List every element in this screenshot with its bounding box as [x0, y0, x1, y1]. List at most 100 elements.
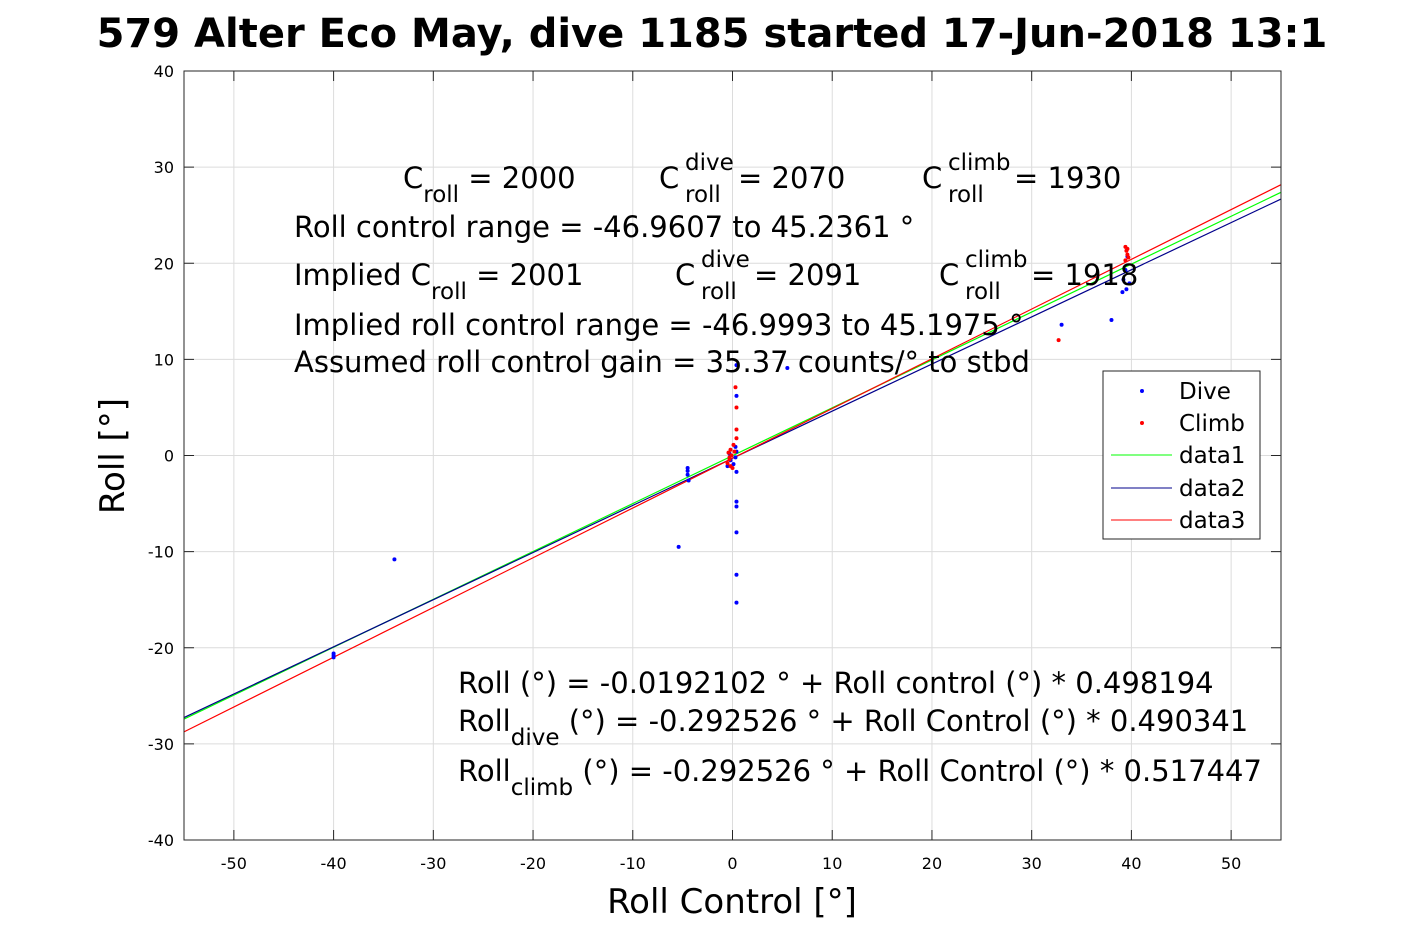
point-dive — [331, 653, 336, 658]
y-tick-label: 0 — [164, 447, 174, 466]
point-dive — [685, 465, 690, 470]
point-dive — [1127, 281, 1132, 286]
y-tick-label: -10 — [148, 543, 174, 562]
point-climb — [1126, 255, 1131, 260]
point-dive — [734, 572, 739, 577]
y-tick-label: -30 — [148, 735, 174, 754]
annotation-implied-range: Implied roll control range = -46.9993 to… — [294, 308, 1024, 342]
c-roll-climb-superscript: climb — [948, 150, 1010, 176]
y-tick-label: 10 — [154, 350, 174, 369]
point-dive — [731, 462, 736, 467]
implied-c-roll-climb-symbol: C — [939, 258, 959, 292]
point-dive — [1109, 317, 1114, 322]
point-climb — [725, 461, 730, 466]
point-climb — [1056, 338, 1061, 343]
c-roll-climb-value: = 1930 — [1014, 161, 1121, 195]
annotation-roll-control-range: Roll control range = -46.9607 to 45.2361… — [294, 210, 914, 244]
x-tick-label: 30 — [1022, 854, 1042, 873]
c-roll-dive-symbol: C — [659, 161, 679, 195]
point-dive — [734, 600, 739, 605]
c-roll-value: = 2000 — [459, 161, 576, 195]
point-climb — [733, 385, 738, 390]
point-dive — [685, 472, 690, 477]
point-dive — [676, 544, 681, 549]
point-climb — [726, 450, 731, 455]
point-climb — [732, 449, 737, 454]
fit-climb-symbol: Roll — [458, 754, 511, 788]
x-tick-label: -50 — [221, 854, 247, 873]
implied-c-roll-climb-superscript: climb — [965, 247, 1027, 273]
svg-text:Implied Croll = 2001: Implied Croll = 2001 — [294, 258, 583, 305]
c-roll-dive-superscript: dive — [685, 150, 734, 176]
y-tick-label: -20 — [148, 639, 174, 658]
implied-c-roll-dive-superscript: dive — [701, 247, 750, 273]
implied-c-roll-climb-value: = 1918 — [1031, 258, 1138, 292]
x-tick-label: -10 — [620, 854, 646, 873]
point-dive — [734, 469, 739, 474]
annotation-fit-climb: Rollclimb (°) = -0.292526 ° + Roll Contr… — [458, 754, 1262, 801]
legend-climb-label: Climb — [1179, 411, 1245, 437]
point-climb — [734, 405, 739, 410]
x-tick-label: -30 — [420, 854, 446, 873]
y-axis-label: Roll [°] — [93, 398, 133, 514]
point-dive — [734, 504, 739, 509]
legend-data3-label: data3 — [1179, 508, 1245, 534]
legend-data2-label: data2 — [1179, 476, 1245, 502]
legend-data1-label: data1 — [1179, 443, 1245, 469]
fit-climb-equation: (°) = -0.292526 ° + Roll Control (°) * 0… — [573, 754, 1262, 788]
point-dive — [725, 464, 730, 469]
fit-dive-symbol: Roll — [458, 704, 511, 738]
legend: Dive Climb data1 data2 data3 — [1102, 370, 1261, 540]
point-climb — [727, 455, 732, 460]
point-climb — [734, 436, 739, 441]
y-tick-label: 40 — [154, 62, 174, 81]
y-tick-label: 20 — [154, 254, 174, 273]
annotation-fit-all: Roll (°) = -0.0192102 ° + Roll control (… — [458, 666, 1214, 700]
point-dive — [392, 557, 397, 562]
point-dive — [734, 363, 739, 368]
point-dive — [1124, 287, 1129, 292]
point-dive — [1059, 322, 1064, 327]
c-roll-dive-value: = 2070 — [738, 161, 845, 195]
implied-c-roll-symbol: Implied C — [294, 258, 431, 292]
y-tick-label: -40 — [148, 831, 174, 850]
x-tick-label: 40 — [1121, 854, 1141, 873]
annotation-control-gain: Assumed roll control gain = 35.37 counts… — [294, 345, 1030, 379]
point-climb — [734, 427, 739, 432]
chart-title: 579 Alter Eco May, dive 1185 started 17-… — [97, 11, 1328, 57]
c-roll-dive-subscript: roll — [685, 182, 721, 208]
y-tick-labels: -40 -30 -20 -10 0 10 20 30 40 — [148, 62, 174, 850]
implied-c-roll-climb-subscript: roll — [965, 279, 1001, 305]
implied-c-roll-value: = 2001 — [467, 258, 584, 292]
c-roll-symbol: C — [403, 161, 423, 195]
plot-frame — [183, 70, 1282, 841]
c-roll-climb-subscript: roll — [948, 182, 984, 208]
point-climb — [730, 465, 735, 470]
point-climb — [1125, 246, 1130, 251]
x-tick-labels: -50 -40 -30 -20 -10 0 10 20 30 40 50 — [221, 854, 1242, 873]
x-tick-label: -40 — [321, 854, 347, 873]
point-dive — [785, 366, 790, 371]
implied-c-roll-subscript: roll — [431, 279, 467, 305]
implied-c-roll-dive-symbol: C — [675, 258, 695, 292]
legend-dive-marker — [1140, 389, 1144, 393]
annotation-fit-dive: Rolldive (°) = -0.292526 ° + Roll Contro… — [458, 704, 1248, 751]
point-dive — [1120, 290, 1125, 295]
point-dive — [733, 455, 738, 460]
implied-c-roll-dive-subscript: roll — [701, 279, 737, 305]
legend-dive-label: Dive — [1179, 379, 1231, 405]
svg-text:Croll = 2000: Croll = 2000 — [403, 161, 576, 208]
point-dive — [1121, 277, 1126, 282]
fit-climb-subscript: climb — [511, 775, 573, 801]
fit-dive-equation: (°) = -0.292526 ° + Roll Control (°) * 0… — [559, 704, 1248, 738]
point-dive — [734, 530, 739, 535]
x-tick-label: 20 — [922, 854, 942, 873]
x-tick-label: -20 — [520, 854, 546, 873]
y-tick-label: 30 — [154, 158, 174, 177]
point-dive — [734, 499, 739, 504]
svg-text:C: C — [659, 161, 679, 195]
point-dive — [686, 478, 691, 483]
point-climb — [1123, 258, 1128, 263]
c-roll-climb-symbol: C — [922, 161, 942, 195]
